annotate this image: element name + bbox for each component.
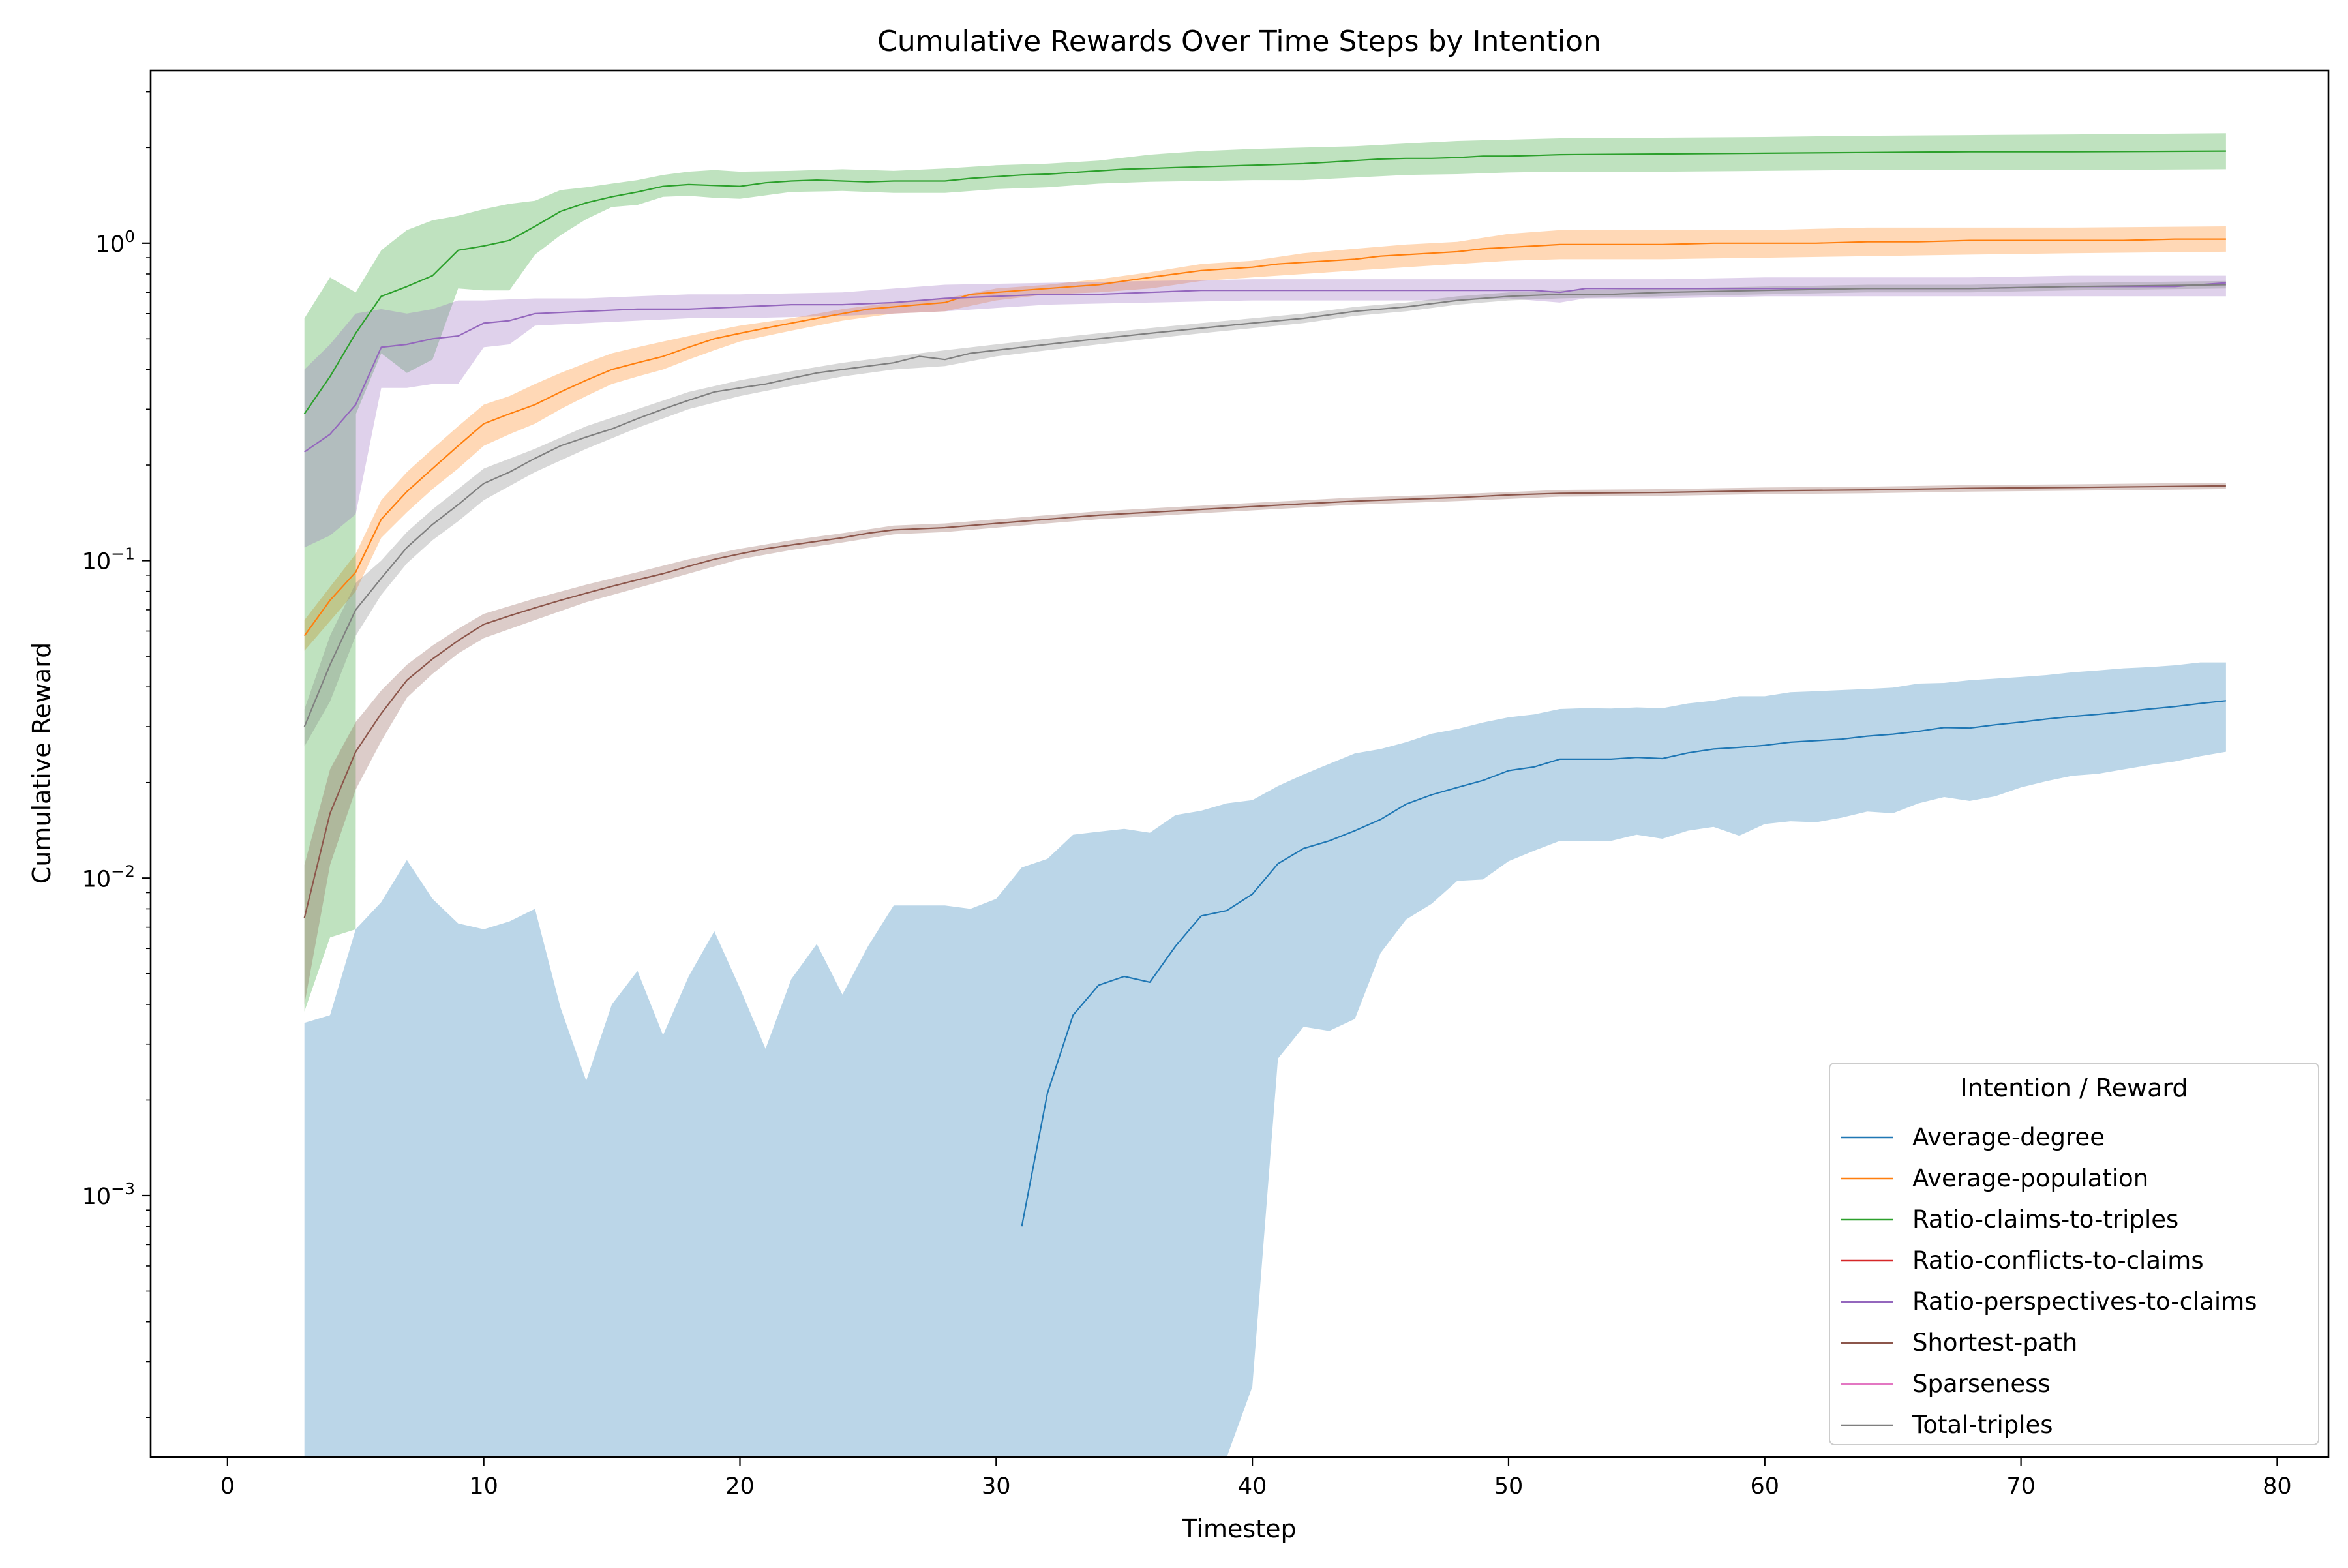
series-line-5 [303,485,2226,918]
y-tick-label: 10−1 [82,545,135,575]
series-line-4 [304,282,2226,453]
series-line-7 [303,284,2226,727]
legend-label-4: Ratio-perspectives-to-claims [1912,1288,2257,1316]
series-line-2 [303,150,2226,415]
legend-label-7: Total-triples [1912,1411,2053,1439]
x-tick-label: 70 [2006,1473,2036,1500]
legend-label-1: Average-population [1912,1164,2148,1192]
y-tick-label: 100 [96,227,135,258]
x-tick-label: 30 [982,1473,1011,1500]
y-tick-label: 10−3 [82,1179,135,1210]
chart-title: Cumulative Rewards Over Time Steps by In… [877,25,1601,58]
axes: 0 10 20 30 40 50 60 70 80 10−3 10−2 10−1 100 [82,91,2292,1500]
x-tick-label: 80 [2263,1473,2292,1500]
axes-frame [149,69,2330,1458]
x-tick-label: 40 [1238,1473,1267,1500]
x-tick-label: 20 [725,1473,755,1500]
legend-box [1829,1063,2319,1445]
x-tick-label: 10 [469,1473,498,1500]
legend-title: Intention / Reward [1961,1074,2188,1102]
legend-label-0: Average-degree [1912,1123,2105,1151]
x-tick-label: 0 [220,1473,235,1500]
legend-label-5: Shortest-path [1912,1329,2077,1357]
legend-label-2: Ratio-claims-to-triples [1912,1205,2178,1233]
legend: Intention / Reward Average-degree Average… [1829,1063,2319,1445]
y-axis-label: Cumulative Reward [27,642,56,884]
series-band-4 [304,275,2226,548]
series-line-0 [1021,700,2227,1227]
x-axis-label: Timestep [1181,1515,1296,1543]
y-tick-label: 10−2 [82,862,135,892]
x-tick-label: 50 [1494,1473,1524,1500]
series-line-1 [303,238,2226,637]
series-band-2 [304,133,2226,1012]
plot-area [303,133,2227,1457]
legend-label-6: Sparseness [1912,1370,2051,1398]
x-tick-label: 60 [1751,1473,1780,1500]
series-band-0 [304,662,2226,1457]
legend-label-3: Ratio-conflicts-to-claims [1912,1246,2204,1274]
